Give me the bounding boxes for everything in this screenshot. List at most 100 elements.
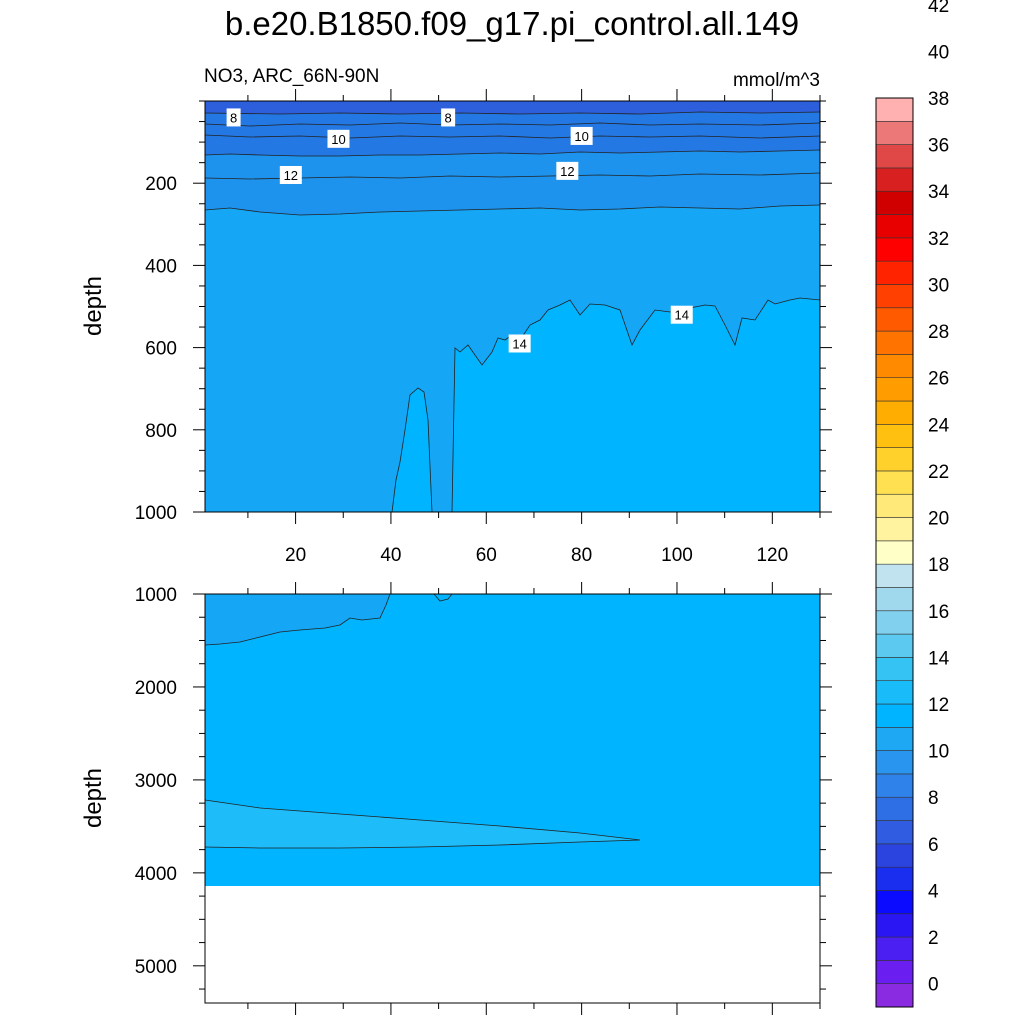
contour-label-box	[570, 126, 593, 145]
colorbar-swatch	[875, 167, 914, 192]
contour-label: 8	[226, 108, 241, 127]
colorbar-swatch	[875, 820, 914, 845]
colorbar-label: 28	[928, 322, 949, 343]
colorbar-swatch	[875, 97, 914, 122]
upper-band-12-14	[205, 205, 820, 512]
x-tick-label: 100	[661, 545, 693, 566]
upper-ylabel: depth	[80, 276, 107, 336]
y-tick-label: 4000	[135, 864, 177, 885]
colorbar-swatch	[875, 750, 914, 775]
colorbar-label: 20	[928, 509, 949, 530]
colorbar-swatch	[875, 540, 914, 565]
colorbar-swatch	[875, 610, 914, 635]
colorbar-label: 36	[928, 136, 949, 157]
contour-label: 10	[570, 126, 593, 145]
contour-label-box	[556, 161, 579, 180]
colorbar-swatch	[875, 214, 914, 239]
colorbar-frame	[875, 97, 914, 1008]
lower-axes: 1000 2000 3000 4000 5000	[135, 582, 832, 1015]
contour-label: 12	[279, 165, 302, 184]
left-subtitle: NO3, ARC_66N-90N	[204, 66, 379, 87]
contour-label: 8	[441, 108, 456, 127]
colorbar-swatch	[875, 913, 914, 938]
colorbar-swatch	[875, 657, 914, 681]
colorbar-swatch	[875, 307, 914, 332]
colorbar-swatch	[875, 493, 914, 518]
contour-label-text: 8	[230, 110, 237, 125]
upper-axes: 200 400 600 800 1000 20 40 60 80 100 120	[135, 89, 832, 566]
contour-line	[204, 799, 641, 849]
y-tick-label: 3000	[135, 771, 177, 792]
contour-label-text: 14	[675, 308, 689, 323]
lower-panel: 1000 2000 3000 4000 5000 depth	[80, 582, 832, 1015]
colorbar-label: 12	[928, 695, 949, 716]
colorbar-label: 14	[928, 648, 950, 669]
colorbar-swatch	[875, 284, 914, 309]
upper-panel: 8 8 10 10 12 12 14 14 200 400 600 800 1000 20 40 60 80 1…	[80, 89, 832, 566]
colorbar-swatch	[875, 260, 914, 285]
contour-line	[391, 387, 433, 513]
contour-label: 14	[670, 305, 693, 324]
colorbar-label: 16	[928, 602, 949, 623]
colorbar-swatch	[875, 983, 914, 1008]
colorbar-swatch	[875, 377, 914, 402]
colorbar-label: 24	[928, 415, 950, 436]
contour-label: 10	[327, 129, 350, 148]
colorbar-label: 40	[928, 42, 949, 63]
colorbar-label: 10	[928, 742, 949, 763]
colorbar-label: 42	[928, 0, 949, 17]
colorbar-label: 0	[928, 975, 939, 996]
contour-label-box	[441, 108, 456, 127]
colorbar-swatch	[875, 400, 914, 425]
lower-contour-lines	[204, 593, 641, 849]
x-tick-label: 20	[285, 545, 306, 566]
y-tick-label: 5000	[135, 957, 177, 978]
colorbar-label: 18	[928, 555, 949, 576]
contour-line	[433, 593, 453, 602]
contour-line	[204, 149, 821, 157]
contour-label: 12	[556, 161, 579, 180]
upper-band-8-10	[205, 101, 820, 156]
x-tick-label: 60	[476, 545, 497, 566]
y-tick-label: 600	[145, 339, 177, 360]
colorbar-swatch	[875, 190, 914, 215]
colorbar-swatch	[875, 796, 914, 821]
contour-label-text: 8	[445, 110, 452, 125]
contour-label-box	[670, 305, 693, 324]
lower-panel-frame	[204, 593, 821, 1004]
colorbar-label: 32	[928, 229, 949, 250]
contour-label-text: 12	[284, 168, 298, 183]
colorbar-swatch	[875, 727, 914, 751]
x-tick-label: 80	[571, 545, 592, 566]
right-subtitle: mmol/m^3	[733, 70, 820, 91]
colorbar-label: 8	[928, 788, 939, 809]
colorbar-label: 2	[928, 928, 939, 949]
contour-label-text: 10	[574, 129, 588, 144]
lower-band-14-16	[205, 800, 640, 848]
contour-line	[204, 111, 821, 115]
chart-title: b.e20.B1850.f09_g17.pi_control.all.149	[225, 5, 799, 42]
colorbar-swatch	[875, 447, 914, 472]
contour-line	[204, 204, 821, 216]
contour-label-text: 14	[512, 336, 526, 351]
colorbar-swatch	[875, 843, 914, 868]
colorbar-swatch	[875, 680, 914, 705]
colorbar-label: 6	[928, 835, 939, 856]
contour-line	[451, 297, 821, 513]
y-tick-label: 800	[145, 421, 177, 442]
colorbar-swatch	[875, 144, 914, 169]
y-tick-label: 400	[145, 256, 177, 277]
lower-ylabel: depth	[80, 768, 107, 828]
contour-line	[204, 122, 821, 127]
colorbar-swatch	[875, 936, 914, 961]
y-tick-label: 200	[145, 174, 177, 195]
colorbar: 0246810121416182022242628303234363840424…	[875, 0, 950, 1008]
colorbar-swatch	[875, 121, 914, 145]
colorbar-swatch	[875, 587, 914, 612]
colorbar-swatch	[875, 890, 914, 915]
contour-label-box	[279, 165, 302, 184]
contour-label-box	[327, 129, 350, 148]
colorbar-label: 22	[928, 462, 949, 483]
colorbar-label: 38	[928, 89, 949, 110]
colorbar-swatch	[875, 517, 914, 542]
